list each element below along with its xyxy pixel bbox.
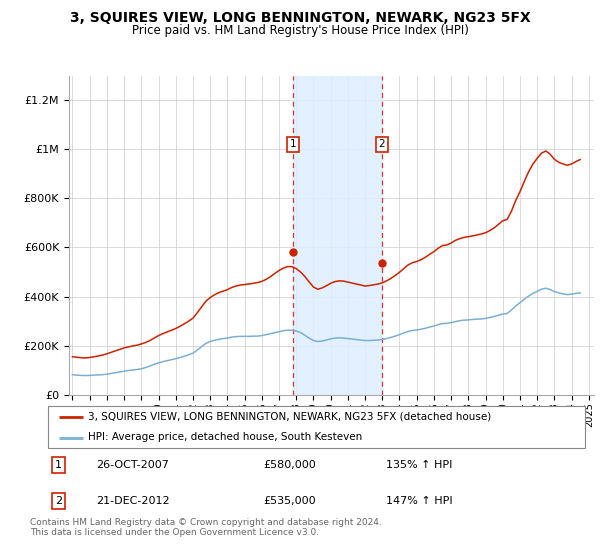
Text: 1: 1 [290, 139, 296, 150]
Text: £535,000: £535,000 [263, 496, 316, 506]
Text: £580,000: £580,000 [263, 460, 316, 470]
Text: HPI: Average price, detached house, South Kesteven: HPI: Average price, detached house, Sout… [88, 432, 362, 442]
Text: 26-OCT-2007: 26-OCT-2007 [97, 460, 169, 470]
Bar [293, 76, 382, 395]
Text: 3, SQUIRES VIEW, LONG BENNINGTON, NEWARK, NG23 5FX (detached house): 3, SQUIRES VIEW, LONG BENNINGTON, NEWARK… [88, 412, 491, 422]
Text: Price paid vs. HM Land Registry's House Price Index (HPI): Price paid vs. HM Land Registry's House … [131, 24, 469, 36]
FancyBboxPatch shape [48, 406, 585, 448]
Text: 1: 1 [55, 460, 62, 470]
Text: 147% ↑ HPI: 147% ↑ HPI [386, 496, 453, 506]
Text: 2: 2 [55, 496, 62, 506]
Text: 135% ↑ HPI: 135% ↑ HPI [386, 460, 452, 470]
Text: 21-DEC-2012: 21-DEC-2012 [97, 496, 170, 506]
Text: Contains HM Land Registry data © Crown copyright and database right 2024.
This d: Contains HM Land Registry data © Crown c… [30, 518, 382, 538]
Text: 3, SQUIRES VIEW, LONG BENNINGTON, NEWARK, NG23 5FX: 3, SQUIRES VIEW, LONG BENNINGTON, NEWARK… [70, 11, 530, 25]
Text: 2: 2 [379, 139, 385, 150]
